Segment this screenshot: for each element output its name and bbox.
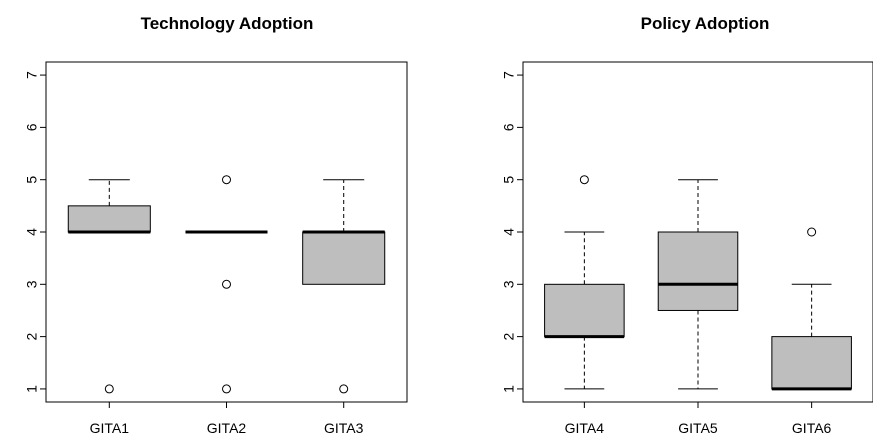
box-gita6 [771, 227, 852, 391]
x-tick-label: GITA2 [207, 420, 247, 436]
box-gita2 [185, 175, 268, 394]
y-tick-label: 5 [501, 176, 517, 184]
x-tick-label: GITA4 [565, 420, 605, 436]
box-body [771, 336, 852, 390]
box-body [67, 205, 151, 233]
box-body [544, 283, 625, 338]
y-tick-label: 3 [24, 280, 40, 288]
outlier-point [579, 175, 589, 185]
y-tick-label: 7 [24, 71, 40, 79]
outlier-point [807, 227, 817, 237]
y-tick-label: 3 [501, 280, 517, 288]
x-tick-label: GITA3 [324, 420, 364, 436]
outlier-point [222, 384, 231, 394]
y-tick-label: 4 [501, 228, 517, 236]
outlier-point [339, 384, 349, 394]
y-tick-label: 4 [24, 228, 40, 236]
x-tick-label: GITA6 [792, 420, 832, 436]
box-body [302, 231, 386, 285]
chart-title: Policy Adoption [641, 14, 770, 33]
y-tick-label: 2 [24, 333, 40, 341]
box-body [657, 231, 739, 311]
y-tick-label: 2 [501, 333, 517, 341]
y-tick-label: 6 [501, 123, 517, 131]
y-tick-label: 1 [501, 385, 517, 393]
box-gita5 [657, 179, 739, 390]
box-gita3 [302, 179, 386, 394]
x-tick-label: GITA5 [678, 420, 718, 436]
chart-title: Technology Adoption [141, 14, 314, 33]
outlier-point [222, 175, 231, 185]
chart-panel: Technology Adoption 1 2 3 4 5 6 7 GITA1 GITA2 GITA… [24, 14, 408, 436]
outlier-point [222, 279, 231, 289]
y-tick-label: 6 [24, 123, 40, 131]
chart-panel: Policy Adoption 1 2 3 4 5 6 7 GITA4 GITA5 GITA6 [501, 14, 873, 436]
x-tick-label: GITA1 [90, 420, 130, 436]
y-tick-label: 1 [24, 385, 40, 393]
y-tick-label: 5 [24, 176, 40, 184]
box-gita4 [544, 175, 625, 390]
box-gita1 [67, 179, 151, 394]
y-tick-label: 7 [501, 71, 517, 79]
outlier-point [104, 384, 114, 394]
